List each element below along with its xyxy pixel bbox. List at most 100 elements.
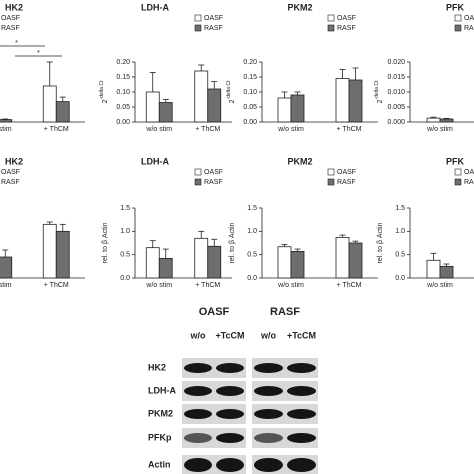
blot-band [216, 409, 244, 419]
bar [145, 91, 160, 123]
legend-label: OASF [337, 15, 356, 22]
y-axis-label-base: 2 [102, 99, 109, 103]
x-tick-label: w/o stim [0, 282, 12, 289]
y-tick-label: 0.10 [243, 89, 257, 96]
y-axis-label-sup: -delta Ct [374, 80, 380, 100]
blot-band [184, 363, 212, 373]
y-tick-label: 0.000 [387, 119, 405, 126]
chart-title: PKM2 [287, 2, 312, 12]
bar [158, 102, 173, 123]
blot-band [216, 433, 244, 443]
legend-swatch [327, 24, 335, 32]
y-tick-label: 0.0 [120, 275, 130, 282]
y-axis-label: 2-delta Ct [226, 80, 236, 103]
bar [348, 79, 363, 123]
blot-band [287, 363, 316, 373]
x-tick-label: + ThCM [44, 282, 69, 289]
blot-band [287, 458, 316, 472]
bar [335, 236, 350, 279]
blot-band [216, 386, 244, 396]
legend-label: OASF [337, 169, 356, 176]
legend-label: RASF [204, 25, 223, 32]
y-axis-label-base: 2 [377, 99, 384, 103]
y-tick-label: 0.020 [387, 59, 405, 66]
bar [207, 245, 222, 279]
y-axis-label: rel. to β Actin [377, 222, 384, 263]
blot-band [287, 433, 316, 443]
legend-swatch [194, 168, 202, 176]
blot-band [184, 433, 212, 443]
x-tick-label: + ThCM [195, 282, 220, 289]
bar [439, 118, 454, 123]
bar [277, 246, 292, 279]
y-axis-label: rel. to β Actin [102, 222, 109, 263]
legend-swatch [327, 178, 335, 186]
y-tick-label: 0.20 [243, 59, 257, 66]
y-tick-label: 1.0 [247, 228, 257, 235]
blot-lane: w/o [190, 330, 207, 340]
y-tick-label: 0.10 [116, 89, 130, 96]
blot-band [184, 386, 212, 396]
chart-title: PFK [446, 2, 465, 12]
legend-label: OASF [204, 15, 223, 22]
y-axis-label: 2-delta Ct [99, 80, 109, 103]
bar [335, 78, 350, 123]
blot-lane: +TcCM [215, 330, 244, 340]
legend-label: OASF [204, 169, 223, 176]
blot-group: RASF [270, 306, 300, 318]
y-tick-label: 0.05 [116, 104, 130, 111]
y-tick-label: 0.00 [243, 119, 257, 126]
blot-group: OASF [199, 306, 230, 318]
legend-label: RASF [1, 179, 20, 186]
y-tick-label: 0.5 [395, 252, 405, 259]
blot-band [254, 386, 283, 396]
legend-label: RASF [337, 25, 356, 32]
legend-swatch [327, 168, 335, 176]
y-tick-label: 0.5 [120, 252, 130, 259]
legend-swatch [327, 14, 335, 22]
y-tick-label: 0.20 [116, 59, 130, 66]
y-tick-label: 0.0 [247, 275, 257, 282]
legend-label: RASF [337, 179, 356, 186]
bar [426, 259, 441, 279]
legend-swatch [194, 178, 202, 186]
chart-title: HK2 [5, 156, 23, 166]
x-tick-label: w/o stim [145, 126, 172, 133]
y-axis-label-sup: -delta Ct [99, 80, 105, 100]
y-tick-label: 0.15 [116, 74, 130, 81]
y-tick-label: 1.5 [247, 205, 257, 212]
bar [207, 88, 222, 123]
chart-title: HK2 [5, 2, 23, 12]
y-tick-label: 1.0 [120, 228, 130, 235]
legend-label: OASF [1, 15, 20, 22]
legend-label: RASF [204, 179, 223, 186]
bar [0, 256, 13, 279]
y-tick-label: 0.15 [243, 74, 257, 81]
x-tick-label: + ThCM [337, 126, 362, 133]
y-tick-label: 0.0 [395, 275, 405, 282]
y-tick-label: 1.5 [395, 205, 405, 212]
chart-title: LDH-A [141, 156, 169, 166]
y-axis-label: 2-delta Ct [374, 80, 384, 103]
y-tick-label: 0.005 [387, 104, 405, 111]
bar [145, 247, 160, 279]
bar [158, 257, 173, 279]
blot-band [254, 458, 283, 472]
blot-band [287, 409, 316, 419]
y-tick-label: 0.05 [243, 104, 257, 111]
chart-title: PFK [446, 156, 465, 166]
chart-title: PKM2 [287, 156, 312, 166]
x-tick-label: w/o stim [426, 126, 453, 133]
bar [426, 117, 441, 123]
y-axis-label-sup: -delta Ct [226, 80, 232, 100]
blot-band [184, 409, 212, 419]
legend-label: RASF [1, 25, 20, 32]
blot-row-label: Actin [148, 459, 171, 469]
bar [194, 237, 209, 279]
y-tick-label: 0.010 [387, 89, 405, 96]
bar [42, 85, 57, 123]
bar [439, 265, 454, 279]
legend-swatch [454, 24, 462, 32]
bar [55, 230, 70, 279]
bar [55, 101, 70, 123]
